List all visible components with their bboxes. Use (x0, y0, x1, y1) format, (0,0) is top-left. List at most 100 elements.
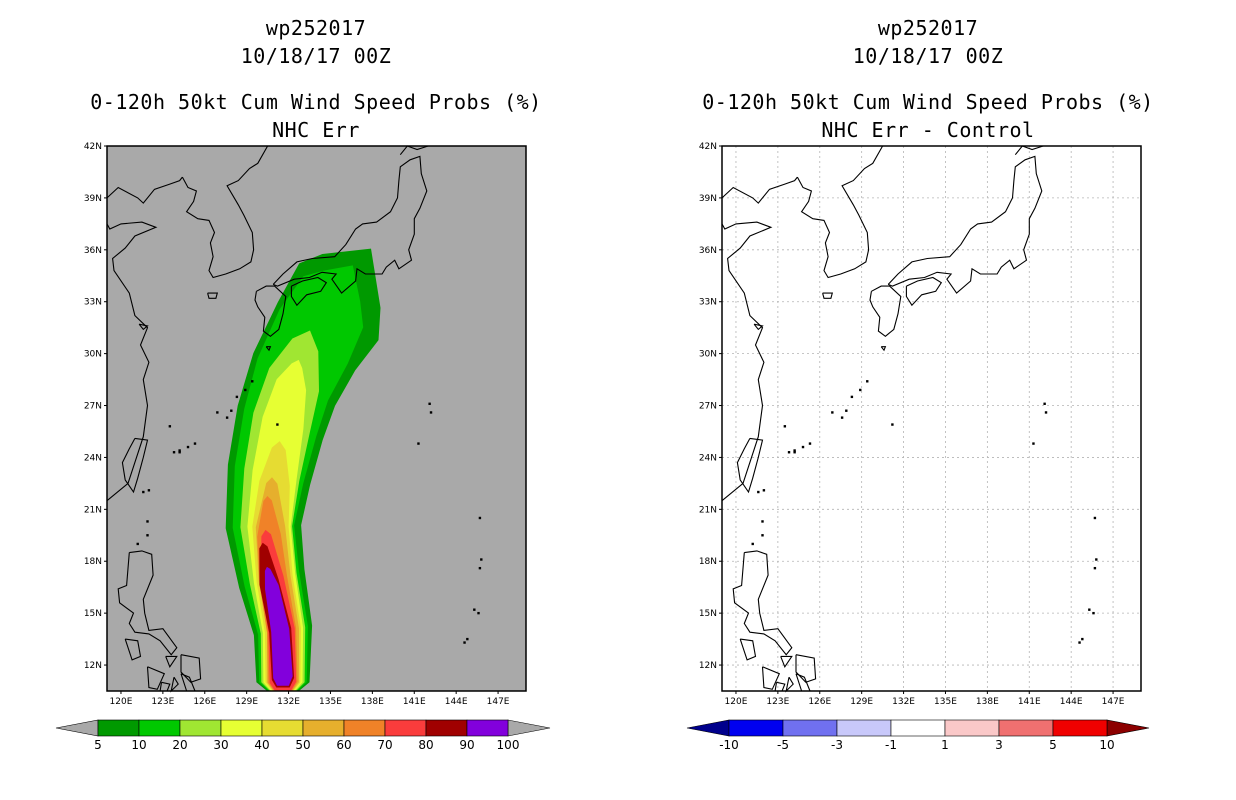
right-island-8 (787, 451, 791, 454)
right-island-16 (1093, 566, 1097, 570)
right-coast-kyushu (869, 285, 902, 337)
left-xtick-label: 129E (235, 697, 258, 707)
right-island-9 (891, 423, 894, 426)
left-island-25 (146, 520, 149, 523)
right-colorbar-min-arrow (686, 719, 730, 737)
left-island-8 (172, 451, 176, 454)
left-coast-chongming (138, 323, 149, 331)
right-island-10 (783, 425, 787, 428)
left-coast-hokkaido (399, 145, 429, 156)
right-island-7 (793, 449, 796, 452)
left-ytick-label: 33N (84, 298, 102, 308)
right-coast-mindoro (739, 638, 757, 661)
left-island-5 (216, 411, 219, 414)
right-xtick-label: 138E (976, 697, 999, 707)
right-colorbar-cell (944, 719, 1000, 737)
right-colorbar-cell (782, 719, 838, 737)
right-coastlines (721, 145, 1098, 693)
right-island-19 (1081, 637, 1084, 641)
left-ytick-label: 18N (84, 557, 102, 567)
left-ytick-label: 27N (84, 402, 102, 412)
right-island-25 (761, 520, 764, 523)
right-island-12 (1044, 411, 1048, 414)
right-coast-liaodong (721, 176, 798, 204)
right-coast-honshu (887, 155, 1043, 294)
left-colorbar-label: 100 (497, 738, 520, 752)
right-xtick-label: 144E (1060, 697, 1083, 707)
right-island-27 (751, 542, 754, 546)
left-island-7 (178, 449, 181, 452)
left-coast-samar (180, 654, 202, 683)
right-island-22 (801, 445, 805, 449)
left-colorbar-cell (220, 719, 263, 737)
left-island-2 (235, 395, 239, 399)
left-ytick-label: 24N (84, 453, 102, 463)
left-island-9 (276, 423, 279, 426)
right-island-18 (1092, 611, 1095, 615)
right-ytick-label: 15N (699, 609, 717, 619)
left-colorbar-cell (179, 719, 222, 737)
right-colorbar-label: 3 (995, 738, 1003, 752)
left-colorbar-cell (384, 719, 427, 737)
left-colorbar-min-arrow (55, 719, 99, 737)
left-island-23 (147, 489, 151, 492)
left-map-frame (106, 145, 527, 692)
right-island-4 (840, 416, 844, 419)
right-difference-map: 120E 123E 126E 129E 132E 135E 138E 141E 144E 147E… (699, 142, 1142, 707)
right-xtick-label: 123E (766, 697, 789, 707)
right-colorbar-label: -10 (719, 738, 739, 752)
left-ytick-label: 12N (84, 661, 102, 671)
right-island-15 (1095, 558, 1098, 561)
left-coastlines (106, 145, 483, 693)
left-colorbar-label: 80 (418, 738, 433, 752)
left-colorbar-cell (425, 719, 468, 737)
right-gridlines (722, 145, 1141, 691)
left-probability-swath (225, 248, 381, 691)
left-colorbar-label: 5 (94, 738, 102, 752)
right-island-5 (831, 411, 834, 414)
left-island-11 (428, 402, 431, 405)
right-colorbar-label: 1 (941, 738, 949, 752)
left-colorbar-cell (343, 719, 386, 737)
left-island-24 (142, 490, 145, 494)
right-ytick-label: 39N (699, 194, 717, 204)
left-colorbar-cell (302, 719, 345, 737)
left-ytick-label: 21N (84, 505, 102, 515)
left-xtick-label: 135E (319, 697, 342, 707)
right-colorbar-label: 5 (1049, 738, 1057, 752)
left-xtick-label: 147E (487, 697, 510, 707)
left-coast-yakushima (265, 346, 272, 352)
right-island-21 (793, 451, 796, 454)
left-ytick-label: 39N (84, 194, 102, 204)
left-xtick-label: 123E (151, 697, 174, 707)
left-island-4 (225, 416, 229, 419)
left-colorbar-label: 40 (254, 738, 269, 752)
left-island-10 (168, 425, 172, 428)
left-colorbar-label: 50 (295, 738, 310, 752)
left-colorbar-label: 30 (213, 738, 228, 752)
left-island-12 (429, 411, 433, 414)
left-colorbar-cell (261, 719, 304, 737)
left-coast-mindoro (124, 638, 142, 661)
right-xtick-label: 135E (934, 697, 957, 707)
right-colorbar-max-arrow (1106, 719, 1150, 737)
right-xtick-label: 129E (850, 697, 873, 707)
right-ytick-label: 33N (699, 298, 717, 308)
right-colorbar-label: -5 (777, 738, 789, 752)
right-coast-shikoku (905, 276, 943, 307)
left-island-6 (193, 442, 197, 445)
right-subtitle: NHC Err - Control (821, 118, 1035, 142)
left-colorbar-max-arrow (507, 719, 551, 737)
left-xtick-label: 138E (361, 697, 384, 707)
right-island-24 (757, 490, 760, 494)
right-ytick-label: 21N (699, 505, 717, 515)
right-coast-panay (761, 666, 781, 690)
left-island-3 (230, 409, 233, 412)
left-xtick-label: 132E (277, 697, 300, 707)
left-title-line1: wp252017 (265, 16, 367, 40)
right-coast-luzon (732, 550, 793, 656)
right-xtick-label: 147E (1102, 697, 1125, 707)
left-ytick-label: 42N (84, 142, 102, 152)
left-colorbar-cell (466, 719, 509, 737)
left-island-15 (480, 558, 483, 561)
